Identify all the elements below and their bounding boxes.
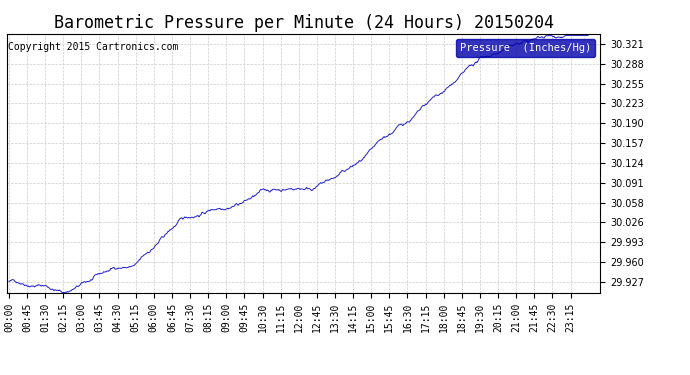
Title: Barometric Pressure per Minute (24 Hours) 20150204: Barometric Pressure per Minute (24 Hours…	[54, 14, 553, 32]
Legend: Pressure  (Inches/Hg): Pressure (Inches/Hg)	[455, 39, 595, 57]
Text: Copyright 2015 Cartronics.com: Copyright 2015 Cartronics.com	[8, 42, 179, 51]
